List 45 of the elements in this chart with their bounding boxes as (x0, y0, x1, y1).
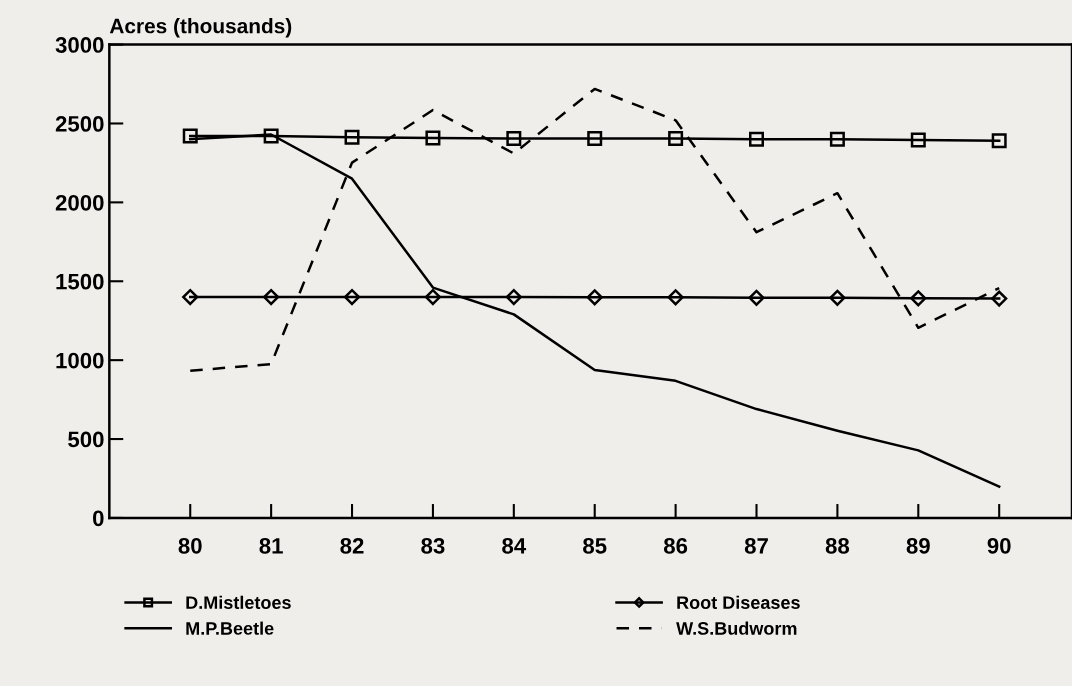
y-tick-label: 1500 (56, 273, 104, 290)
x-tick-label: 80 (178, 537, 202, 554)
y-tick-label: 3000 (55, 37, 104, 53)
legend-label: Root Diseases (677, 595, 800, 609)
point (910, 290, 927, 307)
point (668, 130, 684, 146)
point (910, 132, 926, 148)
point (425, 130, 441, 146)
point (749, 131, 765, 147)
point (424, 288, 442, 306)
x-tick-label: 87 (744, 537, 768, 554)
point (829, 131, 845, 147)
y-tick-label: 0 (93, 510, 104, 527)
x-tick-label: 83 (421, 537, 445, 554)
point (343, 288, 361, 306)
y-tick-label: 500 (68, 431, 104, 448)
y-tick-label: 2500 (55, 116, 104, 132)
legend-label: D.Mistletoes (186, 595, 291, 609)
x-tick-label: 86 (663, 537, 688, 554)
x-tick-label: 90 (987, 537, 1011, 554)
legend-label: M.P.Beetle (186, 621, 274, 635)
point (667, 289, 684, 306)
y-tick-label: 2000 (55, 194, 104, 211)
point (748, 289, 765, 306)
point (182, 128, 198, 144)
point (344, 129, 360, 145)
point (263, 288, 280, 306)
y-axis-title: Acres (thousands) (109, 18, 292, 38)
x-tick-label: 85 (583, 537, 607, 554)
point (505, 288, 522, 306)
y-tick-label: 1000 (56, 352, 104, 369)
point (586, 289, 603, 306)
point (991, 290, 1008, 307)
legend-label: W.S.Budworm (676, 621, 797, 635)
x-tick-label: 82 (340, 537, 364, 554)
point (587, 130, 603, 146)
x-tick-label: 84 (502, 537, 527, 554)
x-tick-label: 88 (825, 537, 850, 554)
point (506, 130, 522, 146)
point (182, 288, 199, 306)
point (263, 128, 279, 144)
point (829, 289, 846, 306)
x-tick-label: 89 (906, 537, 930, 554)
point (991, 133, 1007, 149)
x-tick-label: 81 (259, 537, 283, 554)
